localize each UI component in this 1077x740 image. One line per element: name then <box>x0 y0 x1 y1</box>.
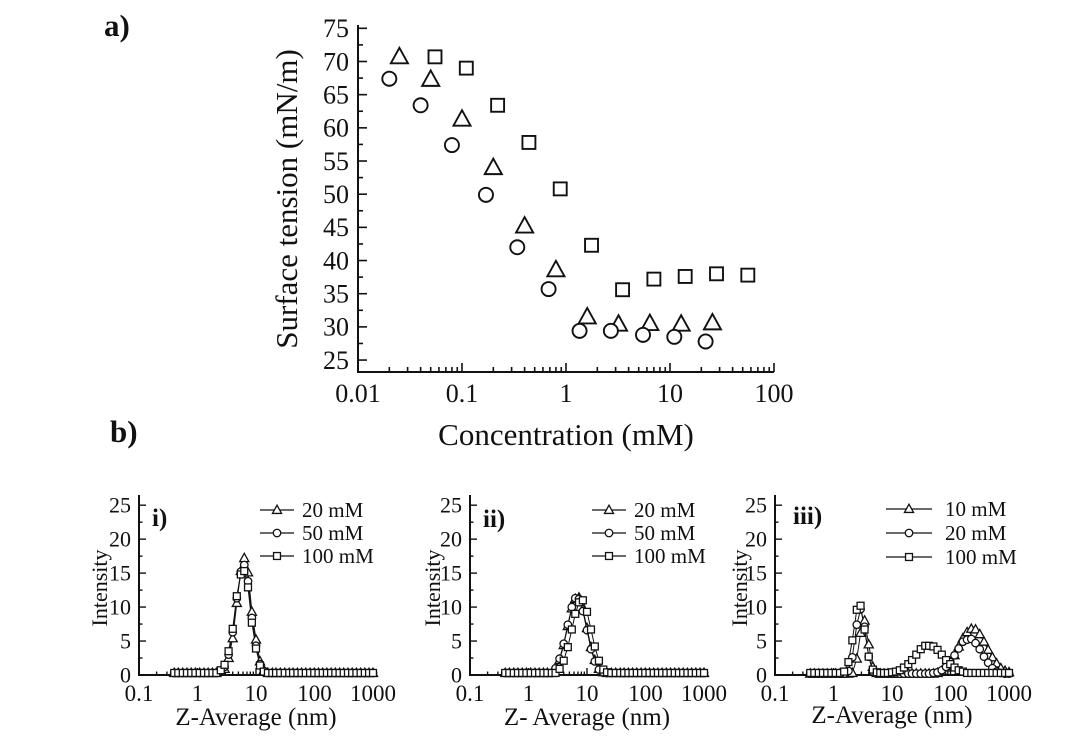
x-axis-title: Z- Average (nm) <box>504 704 670 731</box>
y-tick-label: 55 <box>323 147 349 176</box>
y-tick-label: 5 <box>120 629 131 654</box>
legend-label: 20 mM <box>302 498 364 522</box>
legend-label: 100 mM <box>634 544 706 568</box>
y-tick-label: 15 <box>109 561 131 586</box>
series-markers-square <box>427 49 756 298</box>
y-tick-label: 15 <box>745 561 767 586</box>
subpanel-label: iii) <box>793 503 822 530</box>
subpanel-label: i) <box>152 505 167 532</box>
y-tick-label: 75 <box>323 14 349 43</box>
series-markers-triangle <box>168 552 379 678</box>
legend-label: 50 mM <box>634 521 696 545</box>
y-tick-label: 25 <box>745 493 767 518</box>
series-line <box>505 597 704 674</box>
series-line <box>174 556 373 674</box>
x-tick-label: 1000 <box>350 681 396 706</box>
y-tick-label: 65 <box>323 81 349 110</box>
series-line <box>505 599 704 674</box>
y-tick-label: 15 <box>440 561 462 586</box>
x-tick-label: 1 <box>828 681 840 706</box>
series-line <box>505 596 704 674</box>
legend-label: 20 mM <box>945 521 1007 545</box>
series-markers-square <box>501 596 709 678</box>
y-tick-label: 60 <box>323 114 349 143</box>
series-markers-triangle <box>499 591 710 678</box>
x-tick-label: 1000 <box>986 681 1032 706</box>
y-tick-label: 50 <box>323 180 349 209</box>
y-tick-label: 20 <box>440 527 462 552</box>
x-tick-label: 0.1 <box>761 681 790 706</box>
panel-a-label: a) <box>104 8 130 43</box>
x-tick-label: 1000 <box>681 681 727 706</box>
x-tick-label: 0.01 <box>335 379 381 408</box>
x-tick-label: 100 <box>755 379 794 408</box>
axes-b-ii: 0 5 10 15 20 25 0.1 1 10 100 1000 <box>440 493 727 706</box>
chart-a: 25 30 35 40 45 50 55 60 65 70 75 0.01 0.1 1 10 100 Surfa… <box>269 14 794 452</box>
legend-label: 50 mM <box>302 521 364 545</box>
x-tick-label: 0.1 <box>125 681 154 706</box>
y-tick-label: 45 <box>323 213 349 242</box>
series-markers-circle <box>381 70 714 350</box>
axes-b-iii: 0 5 10 15 20 25 0.1 1 10 100 1000 <box>745 493 1032 706</box>
series-markers-square <box>806 601 1014 678</box>
x-axis-title: Z-Average (nm) <box>811 702 972 729</box>
x-tick-label: 0.1 <box>456 681 485 706</box>
y-tick-label: 25 <box>323 346 349 375</box>
x-axis-title: Z-Average (nm) <box>175 704 336 731</box>
series-markers-triangle <box>389 45 723 332</box>
x-tick-label: 10 <box>245 681 268 706</box>
y-tick-label: 10 <box>745 595 767 620</box>
x-tick-label: 10 <box>576 681 599 706</box>
x-tick-label: 100 <box>297 681 332 706</box>
legend-label: 20 mM <box>634 498 696 522</box>
legend-label: 100 mM <box>302 544 374 568</box>
y-axis-title: Intensity <box>420 550 445 627</box>
series-markers-square <box>170 566 378 678</box>
y-tick-label: 40 <box>323 246 349 275</box>
y-tick-label: 30 <box>323 313 349 342</box>
x-tick-label: 1 <box>560 379 573 408</box>
y-tick-label: 0 <box>451 662 462 687</box>
y-tick-label: 25 <box>109 493 131 518</box>
y-tick-label: 10 <box>109 595 131 620</box>
series-markers-circle <box>169 560 378 678</box>
y-tick-label: 0 <box>756 662 767 687</box>
x-tick-label: 1 <box>192 681 204 706</box>
x-tick-label: 100 <box>628 681 663 706</box>
y-tick-label: 20 <box>745 527 767 552</box>
x-tick-label: 100 <box>933 681 968 706</box>
chart-b-iii: 0 5 10 15 20 25 0.1 1 10 100 1000 Intensity Z-Averag… <box>727 493 1032 729</box>
legend-label: 100 mM <box>945 545 1017 569</box>
y-tick-label: 20 <box>109 527 131 552</box>
x-tick-label: 0.1 <box>446 379 479 408</box>
x-tick-label: 10 <box>881 681 904 706</box>
panel-b-label: b) <box>110 414 138 449</box>
y-axis-title: Intensity <box>727 550 752 627</box>
y-tick-label: 5 <box>756 629 767 654</box>
y-axis-title: Surface tension (mN/m) <box>269 49 304 349</box>
x-tick-label: 10 <box>657 379 683 408</box>
y-tick-label: 10 <box>440 595 462 620</box>
y-tick-label: 70 <box>323 47 349 76</box>
axes-a: 25 30 35 40 45 50 55 60 65 70 75 0.01 0.1 1 10 100 <box>323 14 794 408</box>
y-tick-label: 25 <box>440 493 462 518</box>
x-axis-title: Concentration (mM) <box>438 417 694 452</box>
y-axis-title: Intensity <box>87 550 112 627</box>
x-tick-label: 1 <box>523 681 535 706</box>
series-line <box>174 563 373 674</box>
series-line <box>174 570 373 674</box>
chart-b-ii: 0 5 10 15 20 25 0.1 1 10 100 1000 Intensity Z- Avera… <box>420 493 727 731</box>
series-markers-circle <box>500 593 709 678</box>
subpanel-label: ii) <box>483 506 505 533</box>
y-tick-label: 35 <box>323 280 349 309</box>
chart-b-i: 0 5 10 15 20 25 0.1 1 10 100 1000 Intensity Z-Averag… <box>87 493 396 731</box>
y-tick-label: 0 <box>120 662 131 687</box>
legend-label: 10 mM <box>945 497 1007 521</box>
y-tick-label: 5 <box>451 629 462 654</box>
